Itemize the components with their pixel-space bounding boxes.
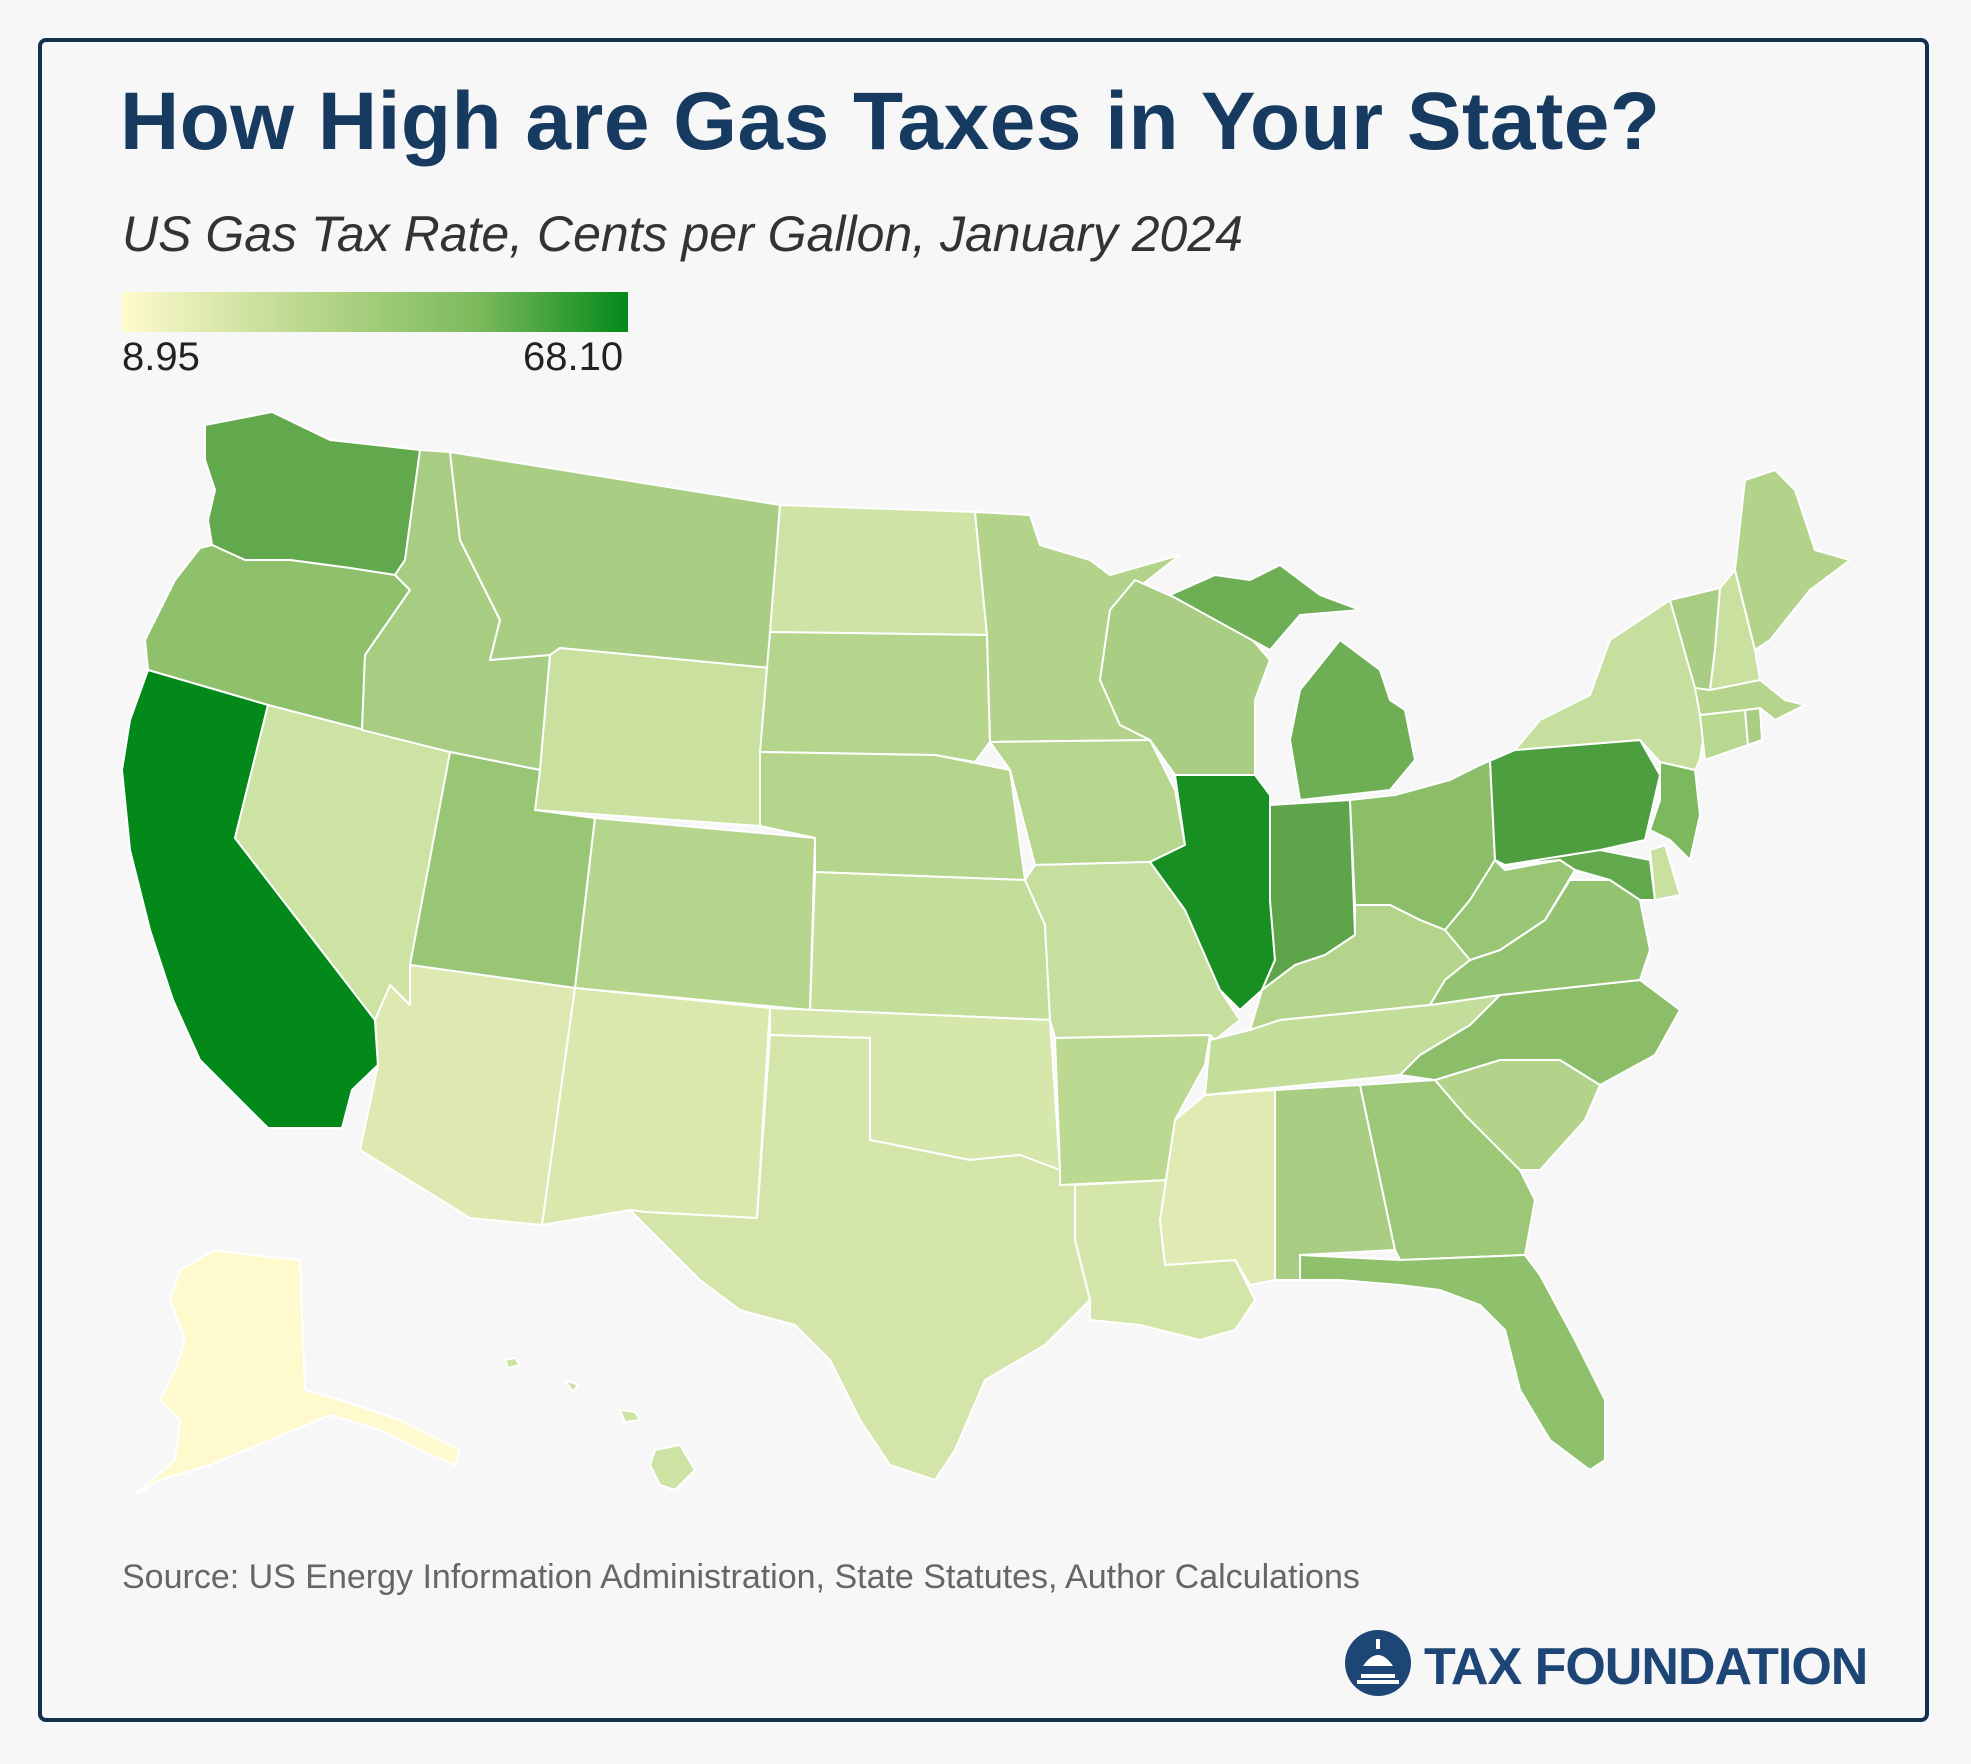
legend-max-label: 68.10 — [523, 335, 624, 379]
logo-text: TAX FOUNDATION — [1424, 1638, 1868, 1696]
subtitle: US Gas Tax Rate, Cents per Gallon, Janua… — [122, 206, 1243, 262]
state-il[interactable] — [1149, 774, 1276, 1011]
capitol-dome-icon — [1345, 1630, 1411, 1696]
state-nm[interactable] — [541, 987, 771, 1226]
state-ma[interactable] — [1694, 679, 1806, 721]
state-ks[interactable] — [809, 871, 1051, 1021]
state-mi[interactable] — [1169, 564, 1416, 801]
state-sd[interactable] — [759, 631, 991, 763]
page-title: How High are Gas Taxes in Your State? — [120, 76, 1661, 167]
legend-min-label: 8.95 — [122, 335, 200, 379]
state-ak[interactable] — [134, 1249, 461, 1496]
legend-color-scale — [122, 292, 628, 332]
state-wy[interactable] — [534, 647, 771, 827]
state-wa[interactable] — [204, 411, 421, 576]
state-me[interactable] — [1734, 469, 1851, 651]
state-de[interactable] — [1649, 844, 1681, 901]
state-co[interactable] — [574, 817, 816, 1011]
state-ri[interactable] — [1744, 707, 1763, 746]
state-pa[interactable] — [1479, 739, 1661, 866]
state-fl[interactable] — [1299, 1254, 1606, 1471]
state-nd[interactable] — [769, 504, 988, 636]
state-ct[interactable] — [1699, 709, 1749, 761]
state-mt[interactable] — [449, 451, 781, 669]
state-md[interactable] — [1504, 849, 1656, 901]
state-nj[interactable] — [1649, 761, 1701, 861]
state-nc[interactable] — [1399, 979, 1681, 1086]
state-tx[interactable] — [629, 1034, 1091, 1481]
state-az[interactable] — [359, 964, 576, 1226]
state-ms[interactable] — [1159, 1089, 1276, 1286]
state-hi[interactable] — [504, 1357, 696, 1491]
source-note: Source: US Energy Information Administra… — [122, 1558, 1360, 1596]
us-states-map — [121, 411, 1851, 1496]
